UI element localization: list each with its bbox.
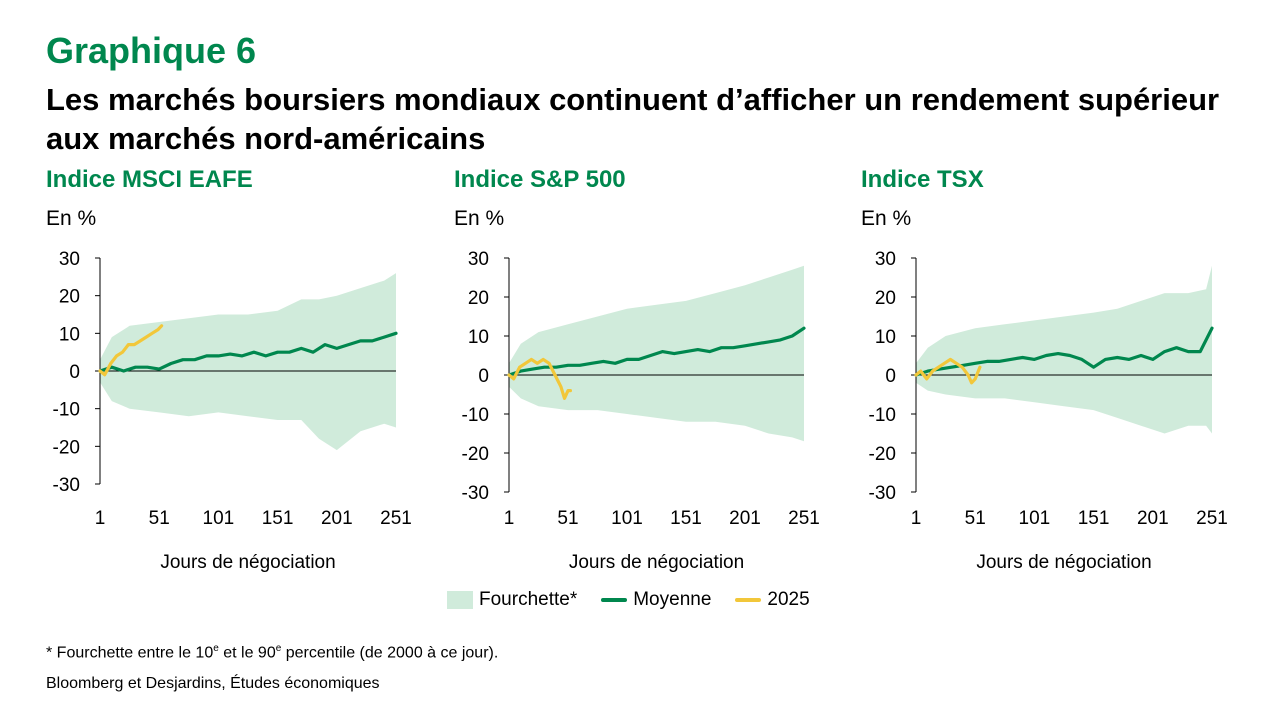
x-tick-label: 51 <box>557 508 578 529</box>
legend: Fourchette* Moyenne 2025 <box>447 587 834 613</box>
x-tick-label: 201 <box>729 508 761 529</box>
y-tick-label: 30 <box>468 249 489 270</box>
legend-item-average: Moyenne <box>601 589 711 611</box>
y-tick-label: 10 <box>875 327 896 348</box>
y-tick-label: -10 <box>53 400 80 421</box>
y-tick-label: -30 <box>869 483 896 504</box>
average-line-sp500 <box>507 326 806 377</box>
y-tick-label: 0 <box>478 366 489 387</box>
average-line-msci <box>98 331 398 373</box>
legend-label-range: Fourchette* <box>479 589 578 610</box>
x-tick-label: 151 <box>262 508 294 529</box>
x-tick-label: 201 <box>1137 508 1169 529</box>
footnote-sup-2: e <box>275 643 282 654</box>
y-tick-label: 20 <box>59 287 80 308</box>
year-2025-line-tsx <box>914 357 982 385</box>
x-tick-label: 51 <box>965 508 986 529</box>
panel-title-msci: Indice MSCI EAFE <box>46 166 253 193</box>
y-tick-label: -10 <box>462 405 489 426</box>
x-axis-title-sp500: Jours de négociation <box>569 552 744 573</box>
x-tick-label: 101 <box>611 508 643 529</box>
y-tick-label: -30 <box>53 475 80 496</box>
y-tick-label: 10 <box>468 327 489 348</box>
year-2025-line-msci <box>98 324 164 377</box>
x-tick-label: 251 <box>380 508 412 529</box>
legend-swatch-year <box>735 598 762 602</box>
legend-label-year: 2025 <box>767 589 810 610</box>
x-tick-label: 151 <box>1078 508 1110 529</box>
y-unit-label-msci: En % <box>46 207 97 230</box>
x-tick-label: 201 <box>321 508 353 529</box>
panel-title-sp500: Indice S&P 500 <box>454 166 626 193</box>
y-tick-label: 0 <box>885 366 896 387</box>
x-tick-label: 251 <box>788 508 820 529</box>
y-tick-label: 10 <box>59 324 80 345</box>
year-2025-line-sp500 <box>507 357 573 400</box>
x-tick-label: 1 <box>911 508 922 529</box>
y-tick-label: -10 <box>869 405 896 426</box>
footnote-prefix: * Fourchette entre le 10 <box>46 644 214 662</box>
y-tick-label: -20 <box>53 437 80 458</box>
chart-kicker: Graphique 6 <box>46 30 257 71</box>
x-tick-label: 151 <box>670 508 702 529</box>
x-tick-label: 101 <box>1019 508 1051 529</box>
x-tick-label: 1 <box>504 508 515 529</box>
x-axis-title-tsx: Jours de négociation <box>976 552 1151 573</box>
legend-swatch-range <box>447 591 473 609</box>
average-line-tsx <box>914 326 1214 377</box>
x-tick-label: 251 <box>1196 508 1228 529</box>
range-band-tsx <box>916 265 1212 434</box>
footnote-sup-1: e <box>213 643 219 654</box>
y-tick-label: -20 <box>462 444 489 465</box>
y-unit-label-sp500: En % <box>454 207 505 230</box>
y-tick-label: 30 <box>875 249 896 270</box>
footnote-middle: et le 90 <box>218 644 276 662</box>
y-tick-label: 20 <box>875 288 896 309</box>
legend-item-range: Fourchette* <box>447 589 577 611</box>
footnote-suffix: percentile (de 2000 à ce jour). <box>281 644 499 662</box>
y-tick-label: 30 <box>59 249 80 270</box>
y-tick-label: -30 <box>462 483 489 504</box>
y-tick-label: 20 <box>468 288 489 309</box>
y-unit-label-tsx: En % <box>861 207 912 230</box>
legend-label-average: Moyenne <box>633 589 712 610</box>
legend-swatch-average <box>601 598 628 602</box>
panel-title-tsx: Indice TSX <box>861 166 984 193</box>
y-tick-label: 0 <box>69 362 80 383</box>
y-tick-label: -20 <box>869 444 896 465</box>
x-axis-title-msci: Jours de négociation <box>160 552 335 573</box>
range-band-msci <box>100 273 396 451</box>
source-note: Bloomberg et Desjardins, Études économiq… <box>46 675 380 692</box>
legend-item-year: 2025 <box>735 589 810 611</box>
footnote: * Fourchette entre le 10e et le 90e perc… <box>46 643 498 662</box>
x-tick-label: 51 <box>149 508 170 529</box>
x-tick-label: 101 <box>203 508 235 529</box>
chart-headline: Les marchés boursiers mondiaux continuen… <box>46 82 1220 156</box>
x-tick-label: 1 <box>95 508 106 529</box>
